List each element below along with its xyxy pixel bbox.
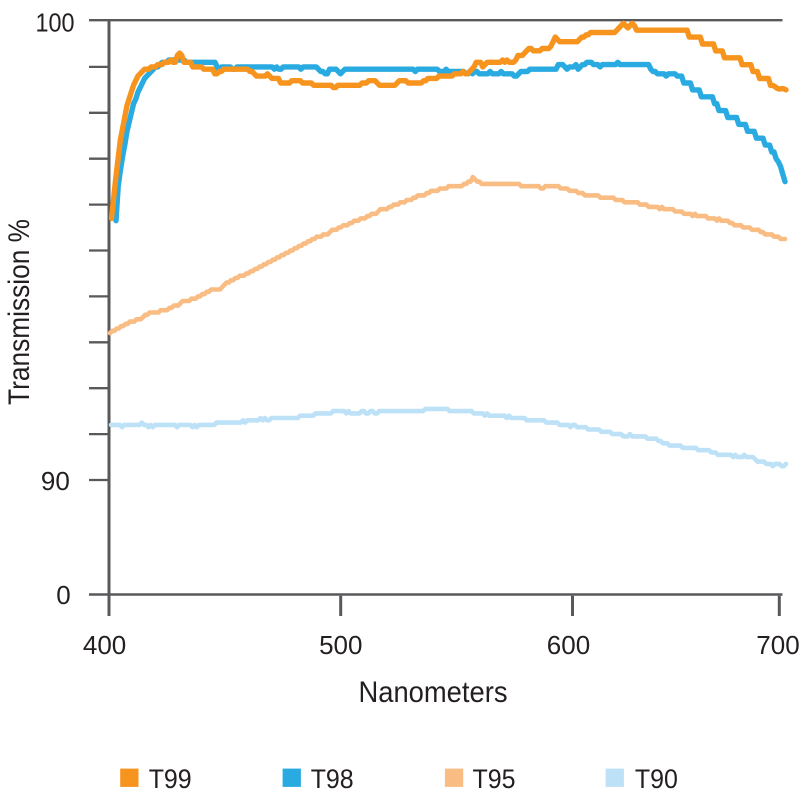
svg-text:0: 0	[56, 580, 70, 610]
svg-text:T99: T99	[149, 764, 192, 794]
svg-text:T90: T90	[635, 764, 678, 794]
svg-text:400: 400	[83, 630, 126, 660]
svg-text:600: 600	[547, 630, 590, 660]
svg-text:700: 700	[756, 630, 799, 660]
svg-text:Transmission %: Transmission %	[3, 219, 36, 405]
svg-text:90: 90	[41, 466, 70, 496]
svg-text:T98: T98	[311, 764, 354, 794]
svg-text:T95: T95	[473, 764, 516, 794]
svg-text:Nanometers: Nanometers	[359, 677, 508, 709]
svg-text:500: 500	[319, 630, 362, 660]
svg-text:100: 100	[36, 7, 75, 37]
